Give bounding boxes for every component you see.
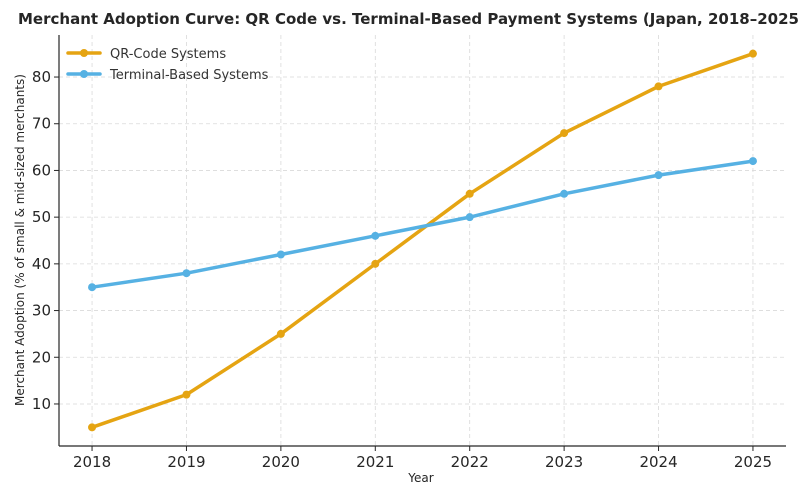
data-point: [654, 82, 663, 91]
series-qr-code: [88, 49, 757, 432]
legend-swatch-marker: [80, 70, 88, 78]
data-point: [748, 157, 757, 166]
x-tick-labels: 2018 2019 2020 2021 2022 2023 2024 2025: [73, 453, 772, 471]
y-axis-label: Merchant Adoption (% of small & mid-size…: [13, 74, 27, 406]
data-point: [371, 231, 380, 240]
legend-swatch-marker: [80, 49, 88, 57]
y-tick-labels: 10 20 30 40 50 60 70 80: [32, 68, 51, 413]
y-tick-label: 80: [32, 68, 51, 86]
data-point: [276, 250, 285, 259]
series-line: [90, 51, 755, 430]
data-point: [748, 49, 757, 58]
data-point: [654, 171, 663, 180]
x-axis-label: Year: [407, 471, 433, 485]
x-tick-label: 2021: [356, 453, 394, 471]
series-line: [90, 159, 755, 289]
series: [88, 49, 757, 432]
legend-item: Terminal-Based Systems: [66, 68, 269, 83]
data-point: [465, 213, 474, 222]
x-tick-label: 2018: [73, 453, 111, 471]
x-tick-label: 2020: [262, 453, 300, 471]
data-point: [88, 423, 97, 432]
data-point: [560, 129, 569, 138]
grid-lines: [59, 35, 786, 446]
data-point: [88, 283, 97, 292]
data-point: [560, 189, 569, 198]
data-point: [182, 390, 191, 399]
y-tick-label: 60: [32, 161, 51, 179]
legend-label: QR-Code Systems: [110, 47, 226, 62]
x-tick-label: 2024: [639, 453, 677, 471]
x-tick-label: 2022: [451, 453, 489, 471]
series-terminal-based: [88, 157, 757, 292]
x-tick-label: 2023: [545, 453, 583, 471]
legend-label: Terminal-Based Systems: [109, 68, 269, 83]
chart-title: Merchant Adoption Curve: QR Code vs. Ter…: [18, 10, 800, 28]
data-point: [276, 329, 285, 338]
x-tick-label: 2019: [167, 453, 205, 471]
y-tick-label: 20: [32, 348, 51, 366]
y-tick-label: 40: [32, 255, 51, 273]
x-tick-label: 2025: [734, 453, 772, 471]
y-tick-label: 30: [32, 302, 51, 320]
y-tick-label: 50: [32, 208, 51, 226]
legend-item: QR-Code Systems: [66, 47, 226, 62]
y-tick-label: 70: [32, 115, 51, 133]
legend: QR-Code Systems Terminal-Based Systems: [66, 47, 269, 83]
data-point: [371, 259, 380, 268]
data-point: [465, 189, 474, 198]
y-tick-label: 10: [32, 395, 51, 413]
axes: [54, 35, 786, 451]
data-point: [182, 269, 191, 278]
